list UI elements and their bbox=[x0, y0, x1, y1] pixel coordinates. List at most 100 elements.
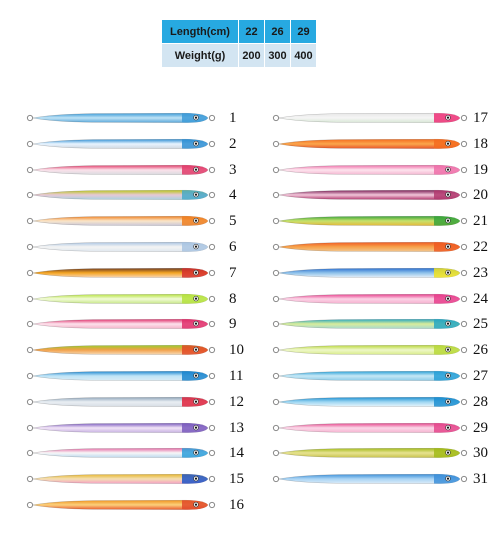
lure-number: 9 bbox=[229, 316, 237, 333]
nose-ring-icon bbox=[208, 295, 216, 302]
lure-29 bbox=[272, 422, 468, 433]
tail-ring-icon bbox=[26, 372, 34, 380]
lure-21 bbox=[272, 216, 468, 227]
nose-ring-icon bbox=[460, 321, 468, 328]
lure-body bbox=[32, 474, 209, 485]
lure-body bbox=[278, 370, 461, 381]
nose-ring-icon bbox=[460, 398, 468, 405]
lure-13 bbox=[26, 422, 216, 433]
lure-number: 17 bbox=[473, 110, 488, 126]
pupil-icon bbox=[194, 193, 198, 197]
lure-8 bbox=[26, 293, 216, 304]
tail-ring-icon bbox=[272, 295, 280, 302]
lure-2 bbox=[26, 138, 216, 149]
pupil-icon bbox=[194, 245, 198, 248]
lure-5 bbox=[26, 216, 216, 227]
pupil-icon bbox=[446, 245, 450, 248]
lure-number: 8 bbox=[229, 290, 237, 307]
lure-24 bbox=[272, 293, 468, 304]
pupil-icon bbox=[194, 168, 198, 171]
pupil-icon bbox=[194, 297, 198, 300]
pupil-icon bbox=[446, 451, 450, 455]
tail-ring-icon bbox=[26, 166, 34, 173]
spec-weight-row: Weight(g) 200 300 400 bbox=[161, 43, 317, 68]
lure-19 bbox=[272, 164, 468, 175]
tail-ring-icon bbox=[26, 347, 34, 354]
lure-number: 11 bbox=[229, 368, 244, 384]
lure-10 bbox=[26, 345, 216, 356]
lure-body bbox=[278, 319, 461, 330]
lure-body bbox=[32, 112, 209, 123]
pupil-icon bbox=[446, 348, 450, 351]
lure-body bbox=[32, 319, 209, 330]
lure-number: 2 bbox=[229, 135, 237, 152]
lure-number: 13 bbox=[229, 419, 244, 436]
nose-ring-icon bbox=[460, 269, 468, 276]
lure-body bbox=[278, 164, 461, 175]
lure-number: 21 bbox=[473, 213, 488, 230]
tail-ring-icon bbox=[26, 450, 34, 457]
lure-23 bbox=[272, 267, 468, 278]
nose-ring-icon bbox=[208, 476, 216, 483]
pupil-icon bbox=[194, 477, 198, 480]
lure-body bbox=[278, 345, 461, 356]
nose-ring-icon bbox=[208, 450, 216, 457]
nose-ring-icon bbox=[460, 476, 468, 483]
lure-number: 27 bbox=[473, 368, 488, 384]
pupil-icon bbox=[446, 116, 450, 119]
tail-ring-icon bbox=[26, 243, 34, 251]
lure-22 bbox=[272, 241, 468, 252]
tail-ring-icon bbox=[272, 192, 280, 199]
lure-body bbox=[278, 422, 461, 433]
lure-number: 12 bbox=[229, 393, 244, 410]
lure-12 bbox=[26, 396, 216, 407]
lure-27 bbox=[272, 370, 468, 381]
lure-body bbox=[32, 396, 209, 407]
lure-body bbox=[278, 448, 461, 459]
lure-body bbox=[32, 138, 209, 149]
weight-label: Weight(g) bbox=[161, 43, 239, 68]
tail-ring-icon bbox=[26, 476, 34, 483]
length-value: 29 bbox=[290, 19, 317, 44]
tail-ring-icon bbox=[272, 269, 280, 276]
tail-ring-icon bbox=[272, 476, 280, 483]
tail-ring-icon bbox=[272, 243, 280, 251]
lure-body bbox=[278, 138, 461, 149]
lure-20 bbox=[272, 190, 468, 201]
lure-number: 25 bbox=[473, 316, 488, 333]
lure-16 bbox=[26, 499, 216, 510]
nose-ring-icon bbox=[208, 501, 216, 509]
tail-ring-icon bbox=[26, 140, 34, 147]
lure-body bbox=[278, 112, 461, 123]
spec-header-row: Length(cm) 22 26 29 bbox=[161, 19, 317, 44]
tail-ring-icon bbox=[272, 398, 280, 405]
lure-number: 4 bbox=[229, 187, 237, 204]
nose-ring-icon bbox=[460, 243, 468, 251]
lure-number: 26 bbox=[473, 342, 488, 359]
nose-ring-icon bbox=[208, 398, 216, 405]
lure-body bbox=[278, 396, 461, 407]
lure-number: 29 bbox=[473, 419, 488, 436]
lure-11 bbox=[26, 370, 216, 381]
lure-number: 5 bbox=[229, 213, 237, 230]
pupil-icon bbox=[446, 426, 450, 429]
lure-body bbox=[278, 216, 461, 227]
tail-ring-icon bbox=[272, 450, 280, 457]
lure-number: 16 bbox=[229, 497, 244, 513]
lure-number: 23 bbox=[473, 264, 488, 281]
nose-ring-icon bbox=[460, 192, 468, 199]
weight-value: 300 bbox=[264, 43, 291, 68]
lure-28 bbox=[272, 396, 468, 407]
tail-ring-icon bbox=[272, 424, 280, 431]
lure-18 bbox=[272, 138, 468, 149]
weight-value: 200 bbox=[238, 43, 265, 68]
lure-17 bbox=[272, 112, 468, 123]
lure-body bbox=[32, 448, 209, 459]
pupil-icon bbox=[446, 168, 450, 171]
pupil-icon bbox=[446, 193, 450, 197]
nose-ring-icon bbox=[208, 192, 216, 199]
tail-ring-icon bbox=[272, 166, 280, 173]
nose-ring-icon bbox=[208, 269, 216, 276]
pupil-icon bbox=[446, 374, 450, 377]
